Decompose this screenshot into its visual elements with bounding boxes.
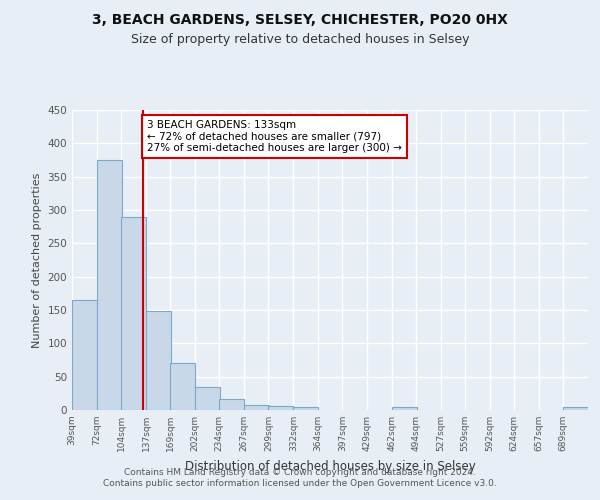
Text: 3 BEACH GARDENS: 133sqm
← 72% of detached houses are smaller (797)
27% of semi-d: 3 BEACH GARDENS: 133sqm ← 72% of detache… bbox=[147, 120, 401, 153]
Bar bbox=[220, 400, 244, 410]
Bar bbox=[563, 408, 588, 410]
Y-axis label: Number of detached properties: Number of detached properties bbox=[32, 172, 42, 348]
Bar bbox=[293, 408, 318, 410]
Bar bbox=[121, 216, 146, 410]
Bar bbox=[268, 406, 293, 410]
Bar bbox=[146, 312, 171, 410]
Text: 3, BEACH GARDENS, SELSEY, CHICHESTER, PO20 0HX: 3, BEACH GARDENS, SELSEY, CHICHESTER, PO… bbox=[92, 12, 508, 26]
Bar bbox=[244, 406, 269, 410]
Bar bbox=[97, 160, 122, 410]
Bar bbox=[392, 408, 416, 410]
Bar bbox=[72, 300, 97, 410]
X-axis label: Distribution of detached houses by size in Selsey: Distribution of detached houses by size … bbox=[185, 460, 475, 472]
Bar bbox=[170, 362, 195, 410]
Text: Size of property relative to detached houses in Selsey: Size of property relative to detached ho… bbox=[131, 32, 469, 46]
Bar bbox=[195, 386, 220, 410]
Text: Contains HM Land Registry data © Crown copyright and database right 2024.
Contai: Contains HM Land Registry data © Crown c… bbox=[103, 468, 497, 487]
